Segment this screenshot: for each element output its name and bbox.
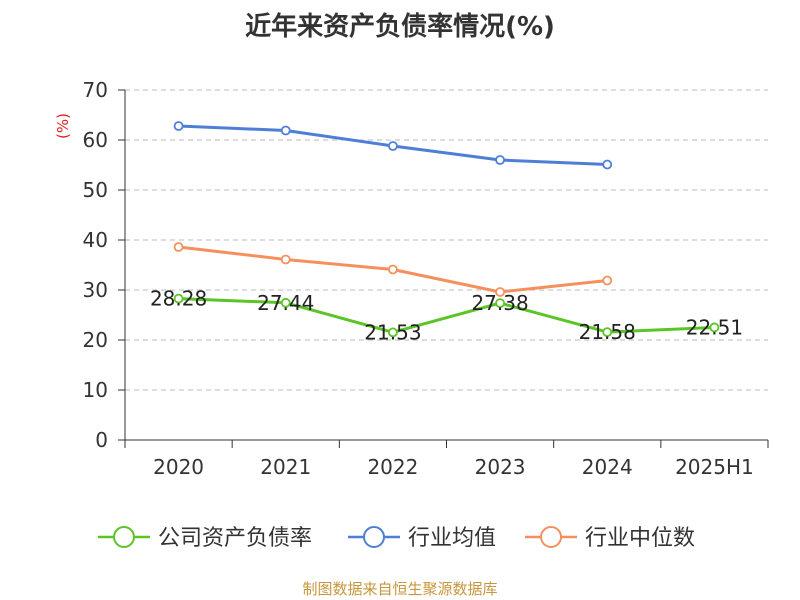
series-line <box>178 297 715 334</box>
data-point <box>173 293 184 304</box>
series-lines <box>173 121 720 338</box>
data-point <box>495 298 505 309</box>
data-point <box>280 125 291 136</box>
y-tick-label: 30 <box>83 278 108 302</box>
legend-marker <box>113 526 135 548</box>
data-point <box>280 297 291 308</box>
data-point <box>709 322 720 333</box>
y-axis-label: (%) <box>54 113 72 139</box>
y-tick-label: 40 <box>83 228 108 252</box>
data-point <box>602 275 613 286</box>
data-labels: 28.28 27.44 21.53 27.38 21.58 22.51 <box>150 287 743 345</box>
data-label: 22.51 <box>686 315 743 339</box>
y-tick-label: 50 <box>83 178 108 202</box>
x-tick-label: 2022 <box>367 455 418 479</box>
legend-item[interactable]: 行业均值 <box>348 526 496 551</box>
x-tick-label: 2023 <box>475 455 526 479</box>
chart-title: 近年来资产负债率情况(%) <box>245 12 555 42</box>
legend-item[interactable]: 行业中位数 <box>525 526 695 551</box>
y-tick-label: 20 <box>83 328 108 352</box>
y-tick-label: 60 <box>83 128 108 152</box>
y-tick-label: 70 <box>83 78 108 102</box>
data-label: 21.58 <box>579 320 636 344</box>
legend-label: 公司资产负债率 <box>158 526 312 551</box>
x-tick-label: 2020 <box>153 455 204 479</box>
x-tick-label: 2025H1 <box>675 455 754 479</box>
data-point <box>388 327 398 338</box>
data-label: 21.53 <box>364 320 421 344</box>
legend-label: 行业中位数 <box>585 526 695 551</box>
data-point <box>173 121 184 131</box>
legend-label: 行业均值 <box>408 526 496 551</box>
legend-marker <box>363 526 385 548</box>
data-point <box>388 264 398 275</box>
data-label: 27.44 <box>257 291 314 315</box>
gridlines <box>125 89 768 391</box>
x-tick-label: 2021 <box>260 455 311 479</box>
data-point <box>388 141 398 151</box>
data-point <box>173 242 184 252</box>
data-label: 27.38 <box>471 291 528 315</box>
source-note: 制图数据来自恒生聚源数据库 <box>302 580 498 598</box>
data-point <box>602 327 613 338</box>
y-tick-label: 0 <box>95 428 108 452</box>
axes: 0 10 20 30 40 50 60 70 2020 2021 2022 2023 2024 2025H… <box>54 78 769 479</box>
data-point <box>495 155 505 165</box>
data-label: 28.28 <box>150 287 207 311</box>
legend-marker <box>540 526 562 548</box>
legend[interactable]: 公司资产负债率 行业均值 行业中位数 <box>98 526 695 551</box>
legend-item[interactable]: 公司资产负债率 <box>98 526 312 551</box>
data-point <box>495 287 505 297</box>
data-point <box>602 159 613 170</box>
x-tick-label: 2024 <box>582 455 633 479</box>
data-point <box>280 254 291 265</box>
y-tick-label: 10 <box>83 378 108 402</box>
